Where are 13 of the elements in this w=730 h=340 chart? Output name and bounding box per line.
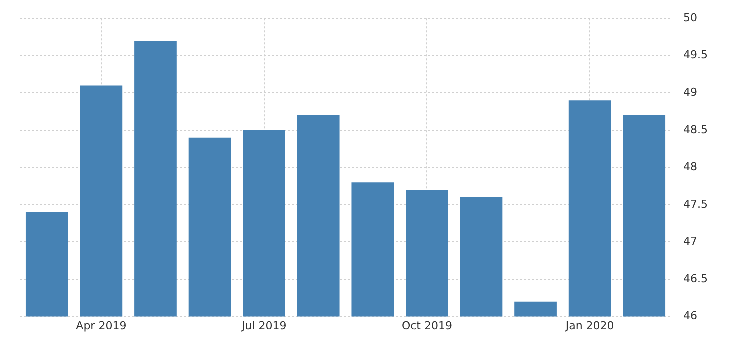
x-tick-label: Jul 2019 [240,319,287,332]
y-tick-label: 46 [684,310,698,323]
y-tick-label: 50 [684,11,698,24]
y-tick-label: 47 [684,235,698,248]
y-tick-label: 49.5 [684,48,708,62]
x-tick-label: Jan 2020 [564,319,614,332]
y-tick-label: 49 [684,86,698,100]
y-tick-label: 48 [684,160,698,174]
y-tick-label: 48.5 [684,123,708,136]
x-tick-label: Oct 2019 [402,319,452,332]
y-tick-label: 46.5 [684,272,708,286]
x-tick-label: Apr 2019 [76,319,127,332]
y-tick-label: 47.5 [684,198,708,211]
